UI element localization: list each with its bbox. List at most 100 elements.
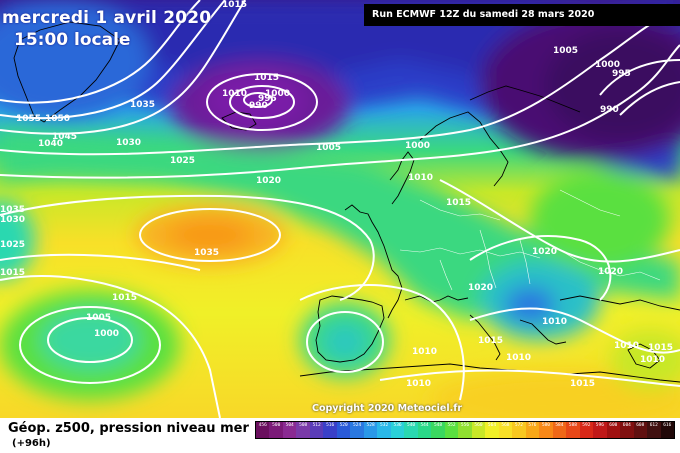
colorbar-label: 552 [447,423,456,428]
colorbar-cell: 500 [269,422,283,438]
color-scale-bar: 456 500 504 508 512 516 520 524 528 532 536 540 544 5… [255,421,675,439]
isobar-label: 1020 [468,283,493,293]
colorbar-cell: 544 [417,422,432,438]
colorbar-label: 516 [326,423,335,428]
colorbar-label: 536 [393,423,402,428]
map-canvas: 1015 1015 1010 1000 995 990 1035 1055 10… [0,0,680,418]
colorbar-cell: 456 [256,422,270,438]
colorbar-label: 512 [312,423,321,428]
colorbar-label: 540 [406,423,416,428]
colorbar-cell: 600 [606,422,621,438]
isobar-label: 1040 [38,139,63,149]
isobar-label: 1005 [86,313,111,323]
colorbar-label: 612 [649,423,658,428]
colorbar-label: 556 [460,423,470,428]
colorbar-label: 508 [299,423,308,428]
isobar-label: 1000 [265,89,290,99]
colorbar-cell: 504 [282,422,297,438]
isobar-label: 1010 [640,355,665,365]
isobar-label: 1035 [130,100,155,110]
colorbar-cell: 552 [444,422,459,438]
colorbar-label: 504 [285,423,294,428]
isobar-label: 1030 [0,215,25,225]
valid-time: 15:00 locale [14,30,131,50]
isobar-label: 1010 [506,353,531,363]
colorbar-cell: 560 [471,422,486,438]
colorbar-cell: 608 [633,422,648,438]
colorbar-cell: 516 [323,422,337,438]
isobar-label: 995 [258,94,277,104]
colorbar-cell: 612 [647,422,661,438]
colorbar-label: 616 [663,423,672,428]
colorbar-label: 564 [487,423,497,428]
isobar-label: 1010 [408,173,433,183]
colorbar-label: 520 [339,423,348,428]
colorbar-label: 576 [528,423,537,428]
colorbar-cell: 556 [458,422,472,438]
legend-subtitle: (+96h) [12,438,51,449]
colorbar-label: 548 [433,423,443,428]
colorbar-label: 604 [622,423,631,428]
colorbar-label: 600 [609,423,618,428]
colorbar-cell: 532 [377,422,391,438]
borders [399,189,661,291]
isobar-label: 995 [612,69,631,79]
colorbar-label: 524 [353,423,362,428]
colorbar-cell: 512 [309,422,324,438]
colorbar-cell: 592 [579,422,594,438]
colorbar-cell: 604 [620,422,634,438]
colorbar-cell: 588 [566,422,580,438]
colorbar-label: 608 [636,423,645,428]
isobar-label: 1020 [532,247,557,257]
colorbar-cell: 564 [485,422,499,438]
colorbar-cell: 580 [539,422,553,438]
colorbar-label: 560 [474,423,483,428]
isobar-label: 1050 [45,114,70,124]
colorbar-cell: 508 [296,422,310,438]
isobar-label: 1015 [254,73,279,83]
isobar-label: 990 [249,101,268,111]
colorbar-label: 528 [366,423,375,428]
isobar-labels: 1015 1015 1010 1000 995 990 1035 1055 10… [0,0,673,389]
colorbar-cell: 584 [552,422,567,438]
colorbar-label: 596 [595,423,604,428]
isobars [0,0,680,418]
colorbar-label: 568 [501,423,510,428]
isobar-label: 1010 [542,317,567,327]
isobar-label: 1010 [412,347,437,357]
colorbar-label: 592 [582,423,591,428]
isobar-label: 1025 [0,240,25,250]
colorbar-cell: 576 [525,422,540,438]
isobar-label: 1005 [553,46,578,56]
valid-date: mercredi 1 avril 2020 [2,8,212,28]
colorbar-cell: 548 [431,422,445,438]
isobar-label: 1035 [0,205,25,215]
colorbar-cell: 540 [404,422,418,438]
isobar-label: 1015 [478,336,503,346]
colorbar-cell: 528 [363,422,378,438]
copyright: Copyright 2020 Meteociel.fr [312,403,463,414]
isobar-label: 1010 [222,89,247,99]
isobar-label: 1015 [0,268,25,278]
isobar-label: 990 [600,105,619,115]
colorbar-label: 532 [380,423,389,428]
colorbar-label: 584 [555,423,564,428]
isobar-label: 1005 [316,143,341,153]
isobar-label: 1015 [570,379,595,389]
colorbar-cell: 536 [390,422,405,438]
isobar-label: 1015 [112,293,137,303]
isobar-label: 1055 [16,114,41,124]
isobar-label: 1015 [222,0,247,10]
colorbar-cell: 568 [498,422,513,438]
isobar-label: 1015 [648,343,673,353]
isobar-label: 1025 [170,156,195,166]
isobar-label: 1035 [194,248,219,258]
isobar-label: 1020 [256,176,281,186]
colorbar-label: 588 [568,423,577,428]
colorbar-cell: 616 [660,422,675,438]
isobar-label: 1010 [614,341,639,351]
colorbar-label: 580 [541,423,550,428]
isobar-label: 1015 [446,198,471,208]
isobar-label: 1000 [405,141,430,151]
run-info: Run ECMWF 12Z du samedi 28 mars 2020 [364,4,680,26]
